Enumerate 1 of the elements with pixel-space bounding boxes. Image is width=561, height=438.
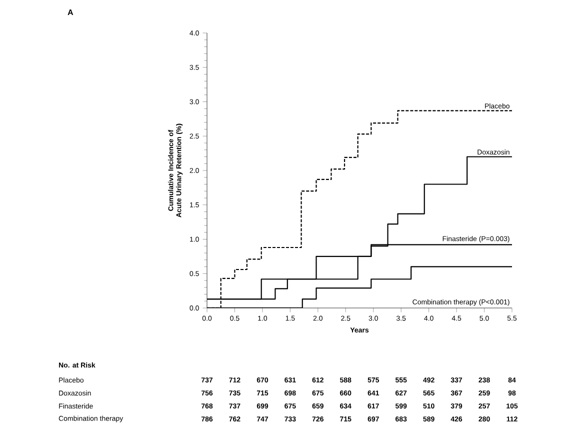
text: A <box>68 10 74 16</box>
